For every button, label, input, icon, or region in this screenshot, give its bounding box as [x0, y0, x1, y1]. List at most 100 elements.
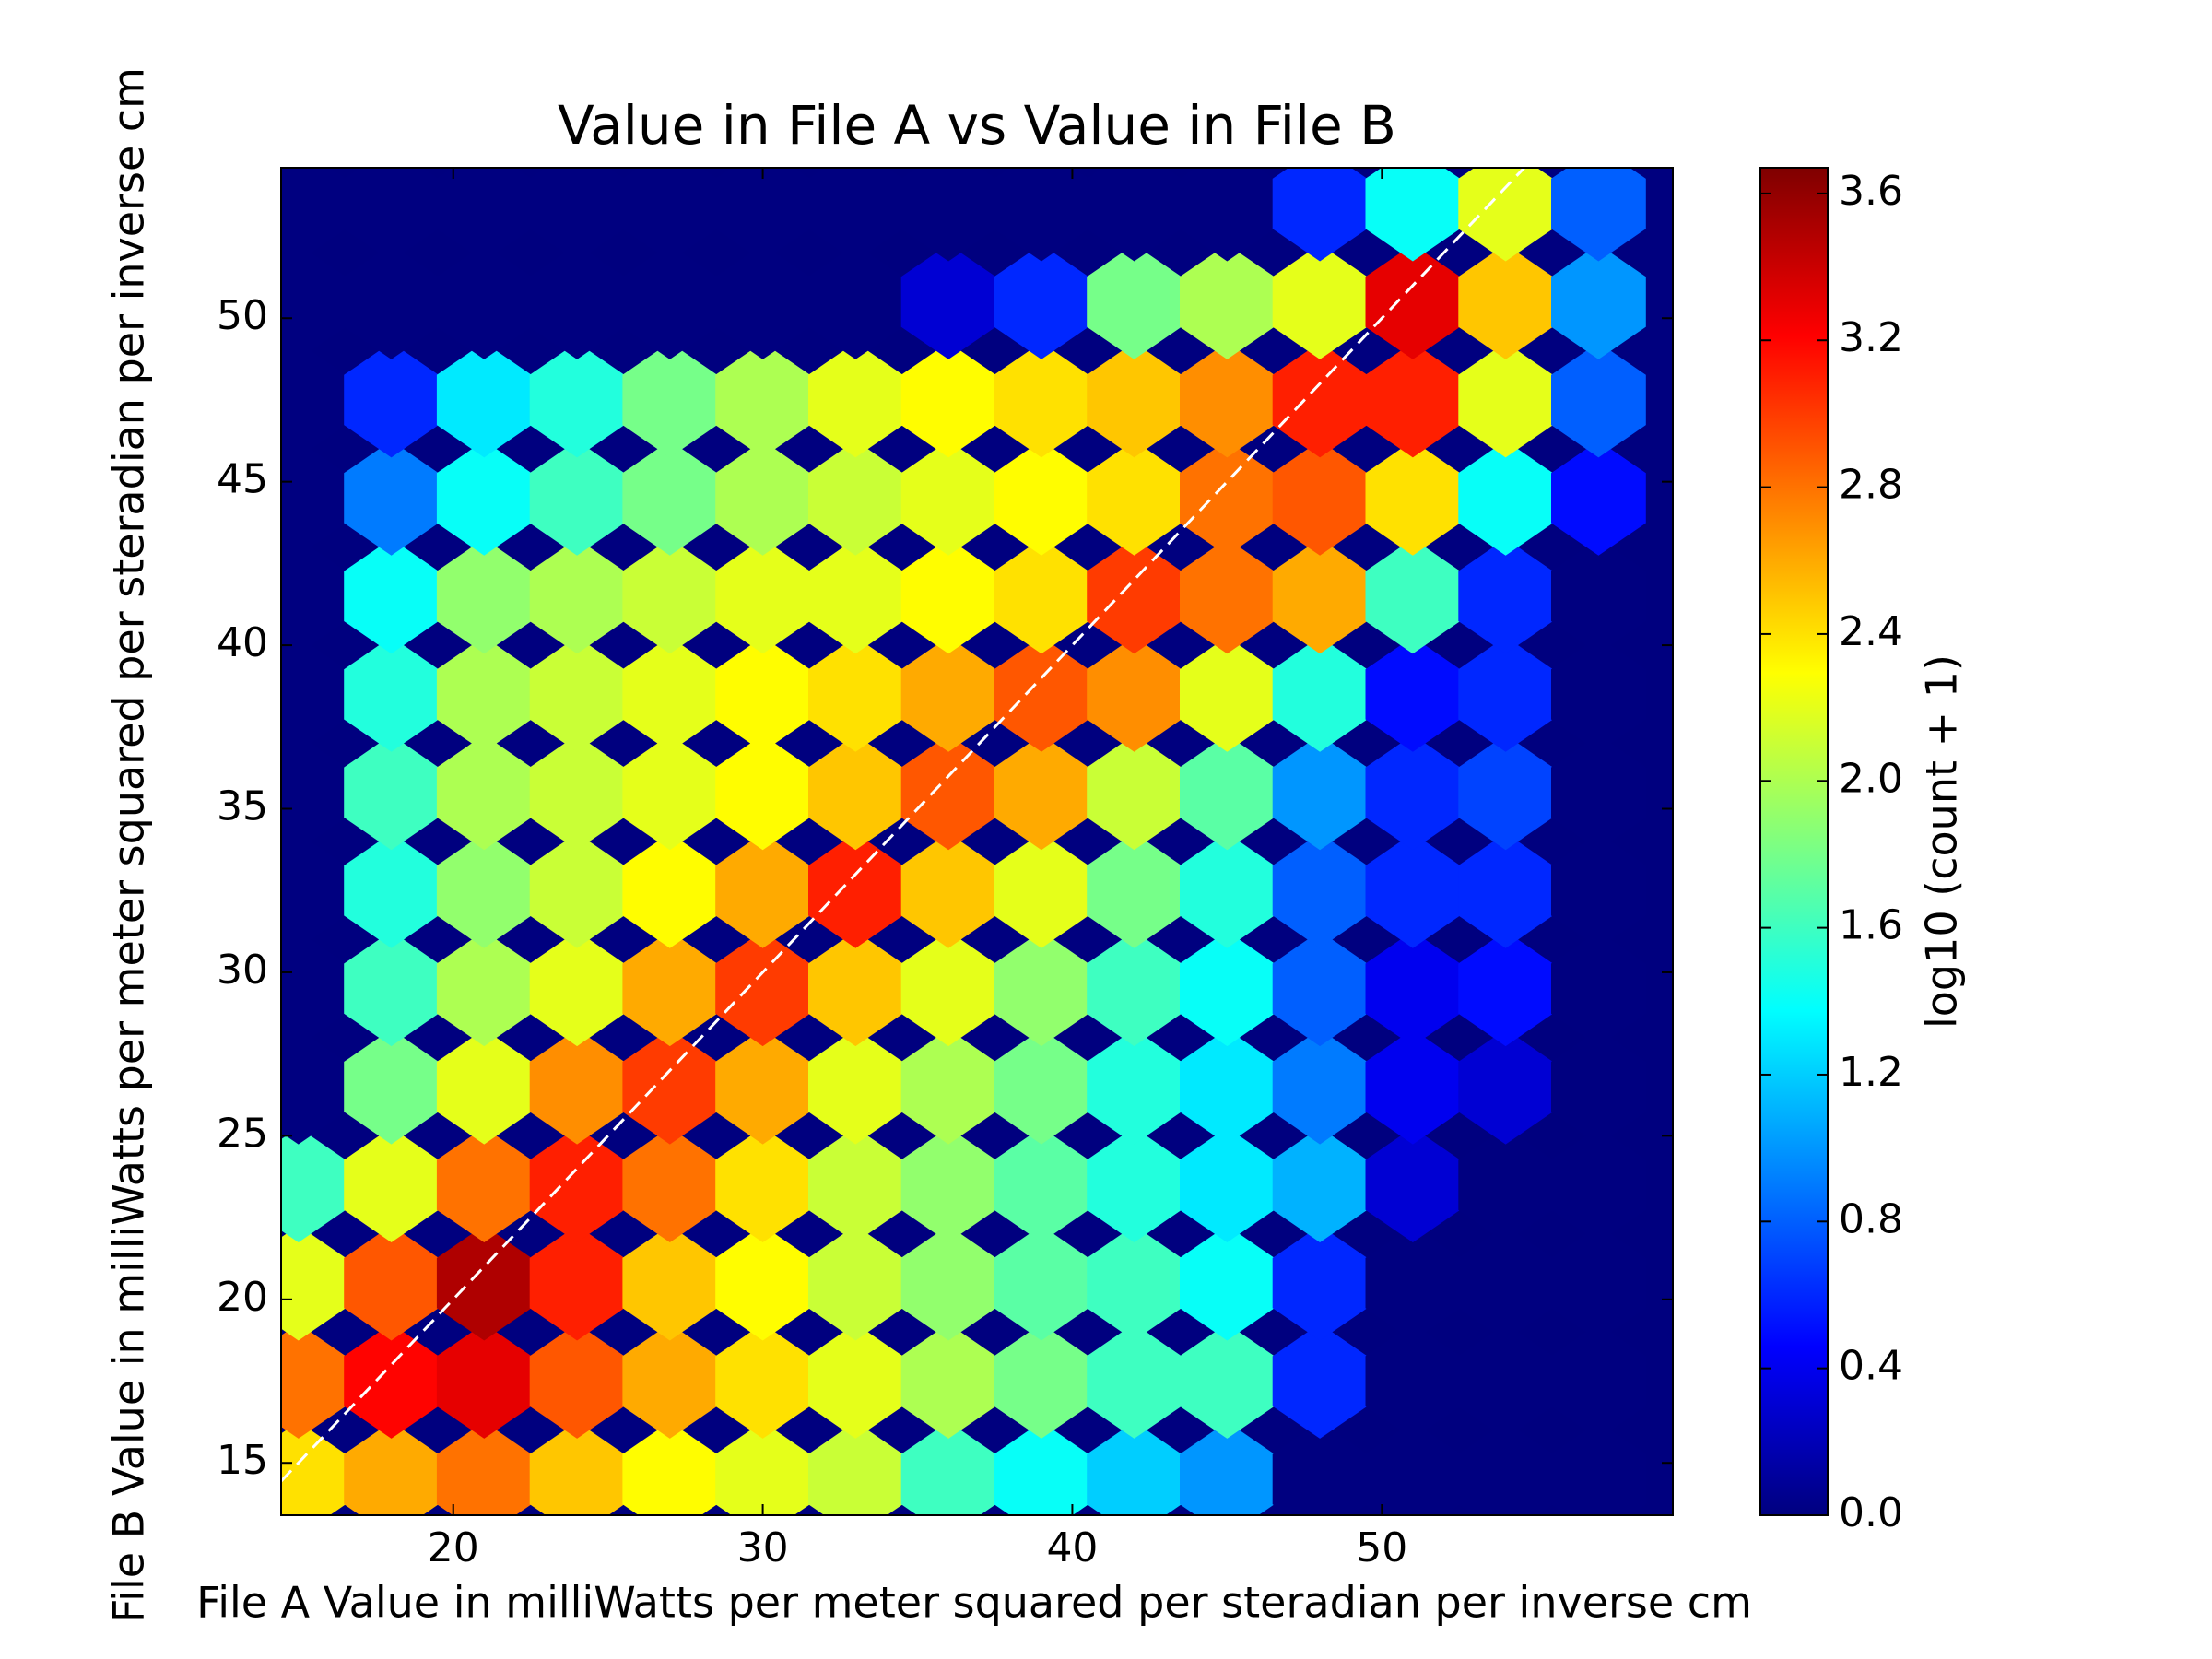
hex-cell — [715, 636, 810, 752]
colorbar-label: log10 (count + 1) — [1917, 654, 1967, 1029]
hex-cell — [1365, 538, 1461, 654]
hex-cell — [1551, 931, 1646, 1047]
hex-cell — [281, 735, 347, 851]
hex-cell — [529, 735, 625, 851]
hex-cell — [281, 244, 347, 359]
hex-cell — [1087, 342, 1182, 458]
hex-cell — [808, 1127, 903, 1242]
hex-cell — [1087, 538, 1182, 654]
hex-cell — [529, 244, 625, 359]
hex-cell — [1365, 735, 1461, 851]
hex-cell — [1272, 244, 1368, 359]
hex-cell — [1087, 1324, 1182, 1439]
x-tick-label: 20 — [428, 1524, 479, 1571]
hex-cell — [622, 636, 718, 752]
colorbar-frame — [1759, 167, 1829, 1516]
hex-cell — [1180, 342, 1275, 458]
hex-cell — [1458, 1225, 1553, 1341]
hex-cell — [900, 244, 996, 359]
hex-cell — [1272, 168, 1368, 262]
chart-title: Value in File A vs Value in File B — [558, 94, 1396, 157]
hex-cell — [1551, 342, 1646, 458]
hex-cell — [1087, 1421, 1182, 1515]
hex-cell — [900, 832, 996, 948]
hex-cell — [529, 538, 625, 654]
hex-cell — [281, 636, 347, 752]
hex-cell — [1551, 538, 1646, 654]
hex-cell — [1087, 832, 1182, 948]
hex-cell — [900, 441, 996, 556]
hex-cell — [1087, 441, 1182, 556]
hex-cell — [1180, 1225, 1275, 1341]
hex-cell — [808, 1225, 903, 1341]
hex-cell — [1272, 538, 1368, 654]
hex-cell — [1551, 1225, 1646, 1341]
hex-cell — [622, 1029, 718, 1145]
hex-cell — [1458, 538, 1553, 654]
hex-cell — [529, 1127, 625, 1242]
hex-cell — [900, 1421, 996, 1515]
colorbar — [1760, 168, 1828, 1515]
hex-cell — [281, 1225, 347, 1341]
hex-cell — [344, 832, 439, 948]
hex-cell — [900, 1324, 996, 1439]
hex-cell — [808, 244, 903, 359]
x-tick-label: 40 — [1046, 1524, 1098, 1571]
hex-cell — [715, 538, 810, 654]
hex-cell — [529, 636, 625, 752]
hex-cell — [994, 441, 1089, 556]
hex-cell — [344, 1029, 439, 1145]
hex-cell — [344, 636, 439, 752]
hex-cell — [900, 931, 996, 1047]
hex-cell — [529, 1225, 625, 1341]
hex-cell — [1087, 244, 1182, 359]
hex-cell — [529, 931, 625, 1047]
hex-cell — [808, 168, 903, 262]
hex-cell — [281, 1029, 347, 1145]
hex-cell — [1272, 636, 1368, 752]
hex-cell — [1087, 1225, 1182, 1341]
hex-cell — [994, 342, 1089, 458]
hex-cell — [436, 538, 532, 654]
hex-cell — [622, 441, 718, 556]
hex-cell — [622, 1324, 718, 1439]
hex-cell — [1458, 1324, 1553, 1439]
hex-cell — [1365, 1029, 1461, 1145]
hex-cell — [1087, 168, 1182, 262]
hex-cell — [715, 1421, 810, 1515]
x-tick-label: 30 — [737, 1524, 789, 1571]
colorbar-tick-label: 0.8 — [1839, 1195, 1903, 1242]
hex-cell — [1551, 441, 1646, 556]
hex-cell — [344, 342, 439, 458]
hex-cell — [1272, 441, 1368, 556]
y-tick-label: 15 — [217, 1437, 268, 1484]
hex-cell — [808, 1029, 903, 1145]
hex-cell — [994, 538, 1089, 654]
hex-cell — [344, 441, 439, 556]
colorbar-tick-label: 0.4 — [1839, 1343, 1903, 1390]
hex-cell — [808, 931, 903, 1047]
hex-cell — [1180, 931, 1275, 1047]
cells — [281, 168, 1646, 1515]
hex-cell — [715, 244, 810, 359]
hex-cell — [1180, 1421, 1275, 1515]
hex-cell — [715, 1127, 810, 1242]
hex-cell — [715, 832, 810, 948]
hex-cell — [808, 636, 903, 752]
hex-cell — [1551, 1324, 1646, 1439]
hex-cell — [1180, 832, 1275, 948]
hex-cell — [436, 441, 532, 556]
hex-cell — [529, 168, 625, 262]
hex-cell — [900, 342, 996, 458]
hex-cell — [1551, 735, 1646, 851]
hex-cell — [808, 1421, 903, 1515]
hex-cell — [1365, 1127, 1461, 1242]
hex-cell — [436, 1421, 532, 1515]
hex-cell — [1272, 1029, 1368, 1145]
hex-cell — [344, 538, 439, 654]
hex-cell — [1087, 1127, 1182, 1242]
hex-cell — [1365, 1225, 1461, 1341]
colorbar-tick-label: 3.6 — [1839, 168, 1903, 215]
hex-cell — [529, 832, 625, 948]
hex-cell — [1272, 1225, 1368, 1341]
